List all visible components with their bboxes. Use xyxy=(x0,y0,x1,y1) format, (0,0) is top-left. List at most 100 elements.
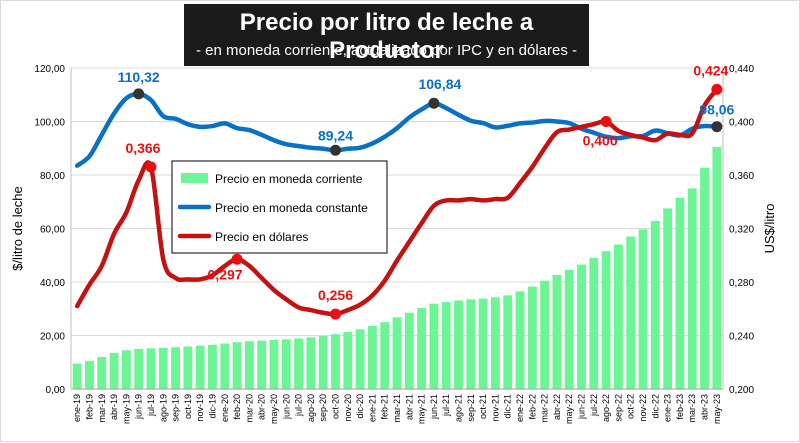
x-tick-label: mar-22 xyxy=(540,394,550,423)
x-tick-label: jul-20 xyxy=(294,394,304,417)
y-right-tick-label: 0,240 xyxy=(729,332,754,343)
bar-corriente xyxy=(404,312,414,389)
legend-entry-constante: Precio en moneda constante xyxy=(215,201,368,215)
y-right-axis-label: US$/litro xyxy=(762,204,777,254)
x-tick-label: feb-20 xyxy=(232,394,242,420)
y-right-tick-label: 0,440 xyxy=(729,64,754,75)
data-label: 0,297 xyxy=(208,266,243,282)
line-constante xyxy=(74,91,720,168)
bar-corriente xyxy=(687,188,697,389)
y-right-tick-label: 0,320 xyxy=(729,225,754,236)
y-right-tick-label: 0,360 xyxy=(729,171,754,182)
bar-corriente xyxy=(614,244,623,389)
bar-corriente xyxy=(663,208,673,389)
bar-corriente xyxy=(195,345,205,389)
x-tick-label: may-22 xyxy=(564,394,574,424)
bar-corriente xyxy=(306,337,316,389)
x-tick-label: oct-21 xyxy=(478,394,488,419)
x-tick-label: dic-19 xyxy=(207,394,217,419)
data-label: 106,84 xyxy=(418,76,461,92)
bar-corriente xyxy=(552,275,562,389)
y-right-tick-label: 0,280 xyxy=(729,278,754,289)
bar-corriente xyxy=(269,340,279,389)
x-tick-label: may-19 xyxy=(121,394,131,424)
x-tick-label: mar-23 xyxy=(687,394,697,423)
bar-corriente xyxy=(367,325,377,389)
bar-corriente xyxy=(650,221,660,389)
data-label: 0,424 xyxy=(693,62,728,78)
x-tick-label: oct-20 xyxy=(330,394,340,419)
bar-corriente xyxy=(244,341,254,389)
data-label: 0,400 xyxy=(583,133,618,149)
y-right-tick-label: 0,200 xyxy=(729,385,754,396)
data-marker xyxy=(329,144,341,156)
bar-corriente xyxy=(294,338,304,389)
data-label: 110,32 xyxy=(118,69,160,85)
y-left-axis-label: $/litro de leche xyxy=(10,186,25,271)
bar-corriente xyxy=(109,352,119,389)
bar-corriente xyxy=(171,347,180,389)
bar-corriente xyxy=(134,348,144,389)
x-tick-label: dic-21 xyxy=(503,394,513,419)
x-tick-label: may-23 xyxy=(712,394,722,424)
data-label: 0,366 xyxy=(125,140,160,156)
bar-corriente xyxy=(72,363,82,389)
x-tick-label: jun-22 xyxy=(577,394,587,420)
x-tick-label: mar-21 xyxy=(392,394,402,423)
bar-corriente xyxy=(626,236,636,389)
data-marker xyxy=(711,83,723,95)
bar-corriente xyxy=(417,307,427,389)
x-tick-label: feb-22 xyxy=(527,394,537,420)
bar-corriente xyxy=(183,346,193,389)
data-marker xyxy=(329,308,341,320)
bar-corriente xyxy=(675,197,685,389)
bar-corriente xyxy=(564,269,574,389)
bar-corriente xyxy=(601,251,611,389)
bar-corriente xyxy=(318,336,328,389)
chart-title: Precio por litro de leche a Productor xyxy=(239,9,534,64)
bar-corriente xyxy=(85,360,94,389)
bar-corriente xyxy=(380,322,390,389)
x-tick-label: dic-22 xyxy=(650,394,660,419)
bar-corriente xyxy=(712,146,722,389)
data-marker xyxy=(133,88,145,100)
data-label: 89,24 xyxy=(318,127,353,143)
data-marker xyxy=(231,253,243,265)
y-left-tick-label: 20,00 xyxy=(40,332,65,343)
bar-corriente xyxy=(392,317,402,389)
bar-corriente xyxy=(490,297,500,389)
bar-corriente xyxy=(220,343,230,389)
data-label: 0,256 xyxy=(318,287,353,303)
x-tick-label: ene-23 xyxy=(663,394,673,422)
bar-corriente xyxy=(331,334,340,389)
bar-corriente xyxy=(429,303,439,389)
x-tick-label: oct-19 xyxy=(183,394,193,419)
bar-corriente xyxy=(441,302,451,389)
data-marker xyxy=(600,116,612,127)
x-tick-label: jul-21 xyxy=(441,394,451,417)
data-marker xyxy=(711,121,723,133)
x-tick-label: jun-21 xyxy=(429,394,439,420)
x-tick-label: sep-20 xyxy=(318,394,328,422)
x-tick-label: jun-20 xyxy=(281,394,291,420)
x-tick-label: may-21 xyxy=(417,394,427,424)
bar-corriente xyxy=(589,257,599,389)
x-tick-label: abr-22 xyxy=(552,394,562,420)
x-tick-label: abr-23 xyxy=(700,394,710,420)
bar-corriente xyxy=(503,295,513,389)
y-left-tick-label: 0,00 xyxy=(46,385,66,396)
bar-corriente xyxy=(208,344,217,389)
bar-corriente xyxy=(454,300,463,389)
legend-entry-corriente: Precio en moneda corriente xyxy=(215,172,363,186)
x-tick-label: ene-20 xyxy=(220,394,230,422)
x-tick-label: sep-22 xyxy=(613,394,623,422)
x-tick-label: oct-22 xyxy=(626,394,636,419)
legend: Precio en moneda corriente Precio en mone… xyxy=(171,160,388,254)
bar-corriente xyxy=(355,329,365,389)
y-right-tick-label: 0,400 xyxy=(729,118,754,129)
x-tick-label: nov-20 xyxy=(343,394,353,422)
x-tick-label: feb-23 xyxy=(675,394,685,420)
chart-subtitle: - en moneda corriente, actualizado por I… xyxy=(195,42,578,59)
legend-entry-dolares: Precio en dólares xyxy=(215,230,308,244)
bar-corriente xyxy=(121,350,131,389)
